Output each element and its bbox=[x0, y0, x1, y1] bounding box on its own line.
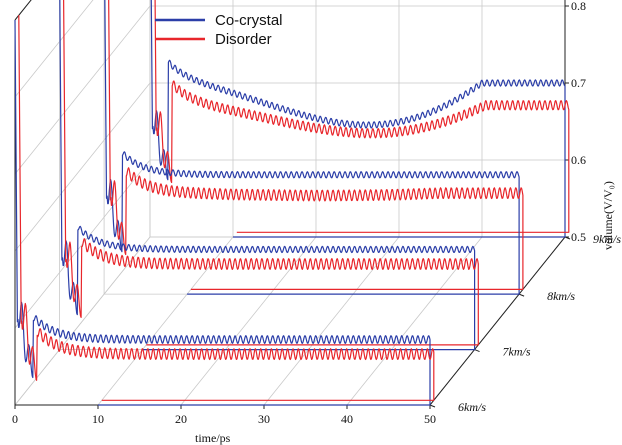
x-tick-label: 20 bbox=[175, 412, 187, 426]
z-tick-label: 0.7 bbox=[571, 76, 586, 90]
floor-gridline bbox=[180, 236, 317, 406]
legend-label-disorder: Disorder bbox=[215, 31, 272, 48]
series-line-disorder-7km-s bbox=[63, 0, 479, 346]
depth-tick-mark bbox=[429, 404, 436, 408]
grid-lines bbox=[14, 0, 566, 406]
depth-tick-label: 6km/s bbox=[458, 400, 486, 414]
series-line-co-crystal-9km-s bbox=[150, 0, 566, 238]
depth-tick-label: 9km/s bbox=[593, 232, 621, 246]
series-layer bbox=[14, 0, 570, 406]
floor-gridline bbox=[97, 236, 234, 406]
series-line-disorder-6km-s bbox=[18, 15, 435, 401]
tick-labels: 010203040500.50.60.70.80.91.06km/s7km/s8… bbox=[12, 0, 621, 426]
legend-label-co-crystal: Co-crystal bbox=[215, 12, 283, 29]
z-tick-label: 0.6 bbox=[571, 153, 586, 167]
series-line-co-crystal-8km-s bbox=[104, 0, 520, 295]
x-axis-label: time/ps bbox=[195, 431, 231, 445]
side-wall-gridline bbox=[14, 0, 32, 21]
depth-axis-line bbox=[429, 236, 566, 406]
z-tick-label: 0.5 bbox=[571, 230, 586, 244]
series-line-co-crystal-6km-s bbox=[14, 19, 431, 406]
side-wall-gridline bbox=[14, 82, 151, 252]
x-tick-label: 40 bbox=[341, 412, 353, 426]
x-tick-label: 0 bbox=[12, 412, 18, 426]
z-tick-label: 0.8 bbox=[571, 0, 586, 13]
depth-tick-mark bbox=[518, 293, 525, 297]
side-wall-gridline bbox=[14, 0, 94, 98]
series-line-disorder-8km-s bbox=[108, 0, 524, 290]
legend: Co-crystal Disorder bbox=[155, 12, 283, 48]
depth-tick-label: 8km/s bbox=[547, 289, 575, 303]
x-tick-label: 50 bbox=[424, 412, 436, 426]
floor-gridline bbox=[14, 236, 151, 406]
series-line-disorder-9km-s bbox=[154, 0, 570, 233]
depth-tick-mark bbox=[474, 349, 480, 353]
side-wall-gridline bbox=[14, 5, 151, 175]
axes bbox=[14, 0, 571, 409]
depth-tick-mark bbox=[564, 236, 571, 240]
x-tick-label: 10 bbox=[92, 412, 104, 426]
top-left-edge bbox=[14, 0, 32, 21]
x-tick-label: 30 bbox=[258, 412, 270, 426]
depth-tick-label: 7km/s bbox=[503, 345, 531, 359]
z-axis-label: volume(V/V₀) bbox=[601, 181, 615, 250]
series-line-co-crystal-7km-s bbox=[59, 0, 476, 351]
